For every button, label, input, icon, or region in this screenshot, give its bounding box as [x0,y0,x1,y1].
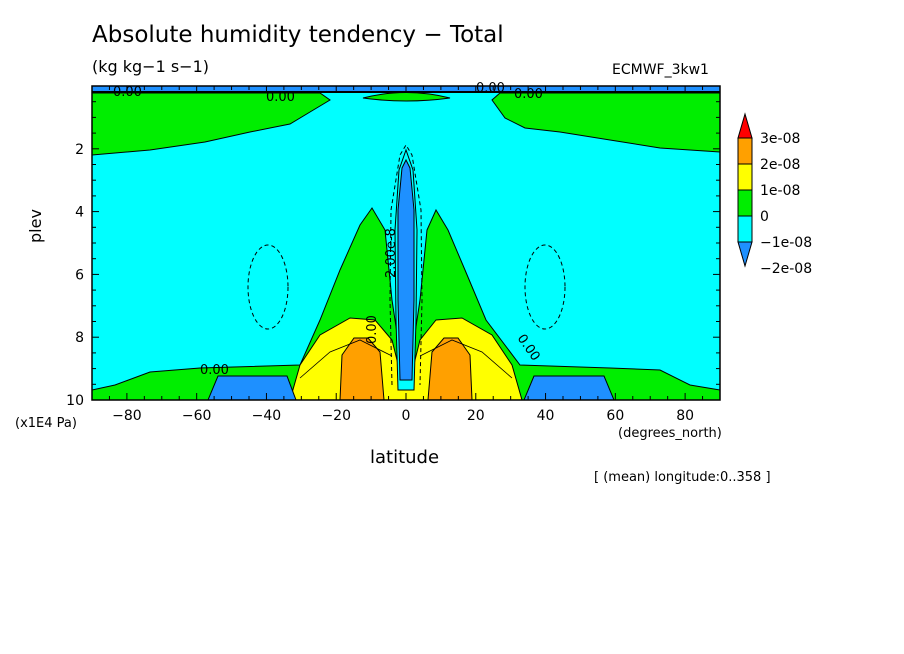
x-axis-label: latitude [370,447,440,468]
contour-label: 0.00 [200,363,229,378]
contour-label: 0.00 [365,315,380,344]
colorbar-label: 1e-08 [760,183,800,199]
y-tick-label: 4 [75,205,84,221]
colorbar-arrow-up [737,112,753,139]
contour-label: 0.00 [266,90,295,105]
band-neg2-right [523,375,615,400]
x-tick-label: 80 [676,408,694,424]
band-pos3-right [427,337,473,400]
contour-label: 0.00 [514,87,543,102]
colorbar-swatch [737,137,753,165]
y-tick-label: 6 [75,267,84,283]
x-tick-label: −60 [182,408,212,424]
colorbar-swatch [737,189,753,217]
footnote: [ (mean) longitude:0..358 ] [594,470,771,485]
y-tick-label: 2 [75,142,84,158]
chart-units: (kg kg−1 s−1) [92,57,210,76]
contour-label: 0.00 [476,81,505,96]
colorbar-label: −2e-08 [760,261,812,277]
band-neg2-column [397,158,415,381]
x-tick-label: 0 [402,408,411,424]
y-axis: 2 4 6 8 10 [66,85,720,409]
y-tick-label: 10 [66,393,84,409]
dashed-contour-column [389,144,423,386]
dashed-contour-left [247,244,289,330]
dashed-contour-right [524,244,566,330]
x-tick-label: −80 [112,408,142,424]
colorbar-arrow-down [737,241,753,268]
x-axis: −80 −60 −40 −20 0 20 40 60 80 [91,86,721,424]
contour-label: 2.00e-8 [384,228,399,278]
x-tick-label: −40 [252,408,282,424]
colorbar-swatch [737,163,753,191]
x-tick-label: 20 [467,408,485,424]
x-axis-unit: (degrees_north) [618,426,722,441]
colorbar-label: 0 [760,209,769,225]
contour-field [92,86,720,400]
x-tick-label: −20 [321,408,351,424]
y-tick-label: 8 [75,330,84,346]
x-tick-label: 40 [537,408,555,424]
colorbar-swatch [737,215,753,243]
chart-title: Absolute humidity tendency − Total [92,22,504,48]
band-pos3-left [339,337,385,400]
band-neg2-left [207,375,297,400]
colorbar-label: −1e-08 [760,235,812,251]
x-tick-label: 60 [606,408,624,424]
colorbar: 3e-08 2e-08 1e-08 0 −1e-08 −2e-08 [737,112,812,277]
colorbar-label: 3e-08 [760,131,800,147]
band-pos-upper-center [362,92,451,102]
y-axis-unit: (x1E4 Pa) [15,416,77,431]
contour-label: 0.00 [113,85,142,100]
colorbar-label: 2e-08 [760,157,800,173]
dataset-label: ECMWF_3kw1 [612,62,709,78]
